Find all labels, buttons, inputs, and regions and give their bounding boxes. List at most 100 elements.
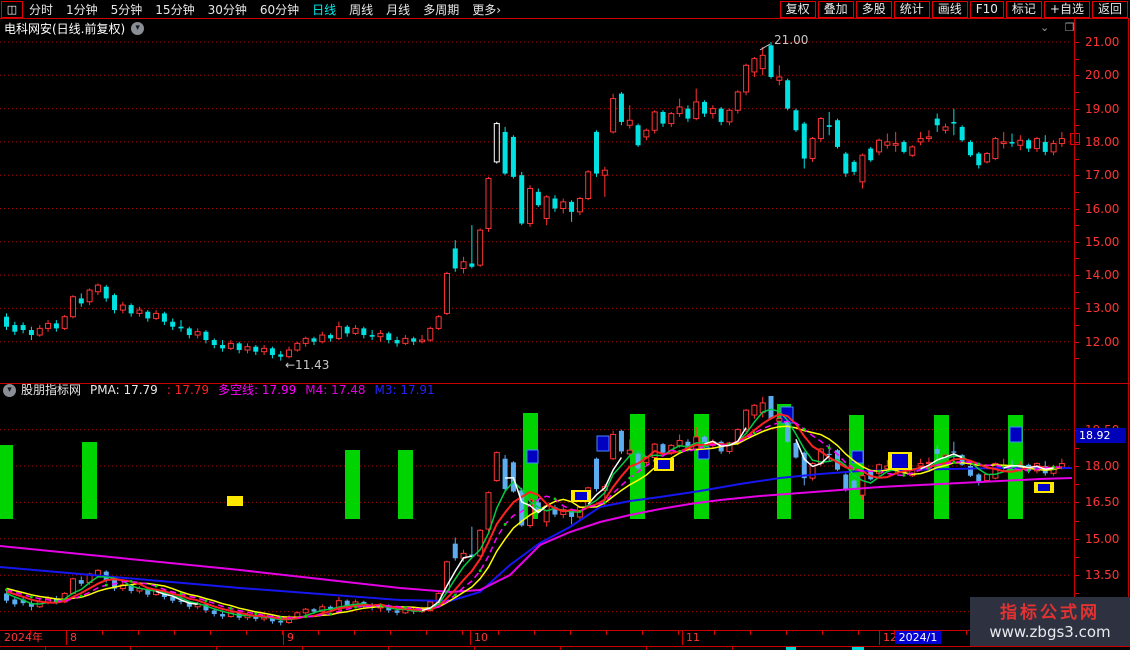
week-tick xyxy=(66,631,67,635)
toolbar-button-F10[interactable]: F10 xyxy=(969,0,1004,18)
top-toolbar: ◫ 分时 1分钟 5分钟 15分钟 30分钟 60分钟 日线 周线 月线 多周期 更多› 复权 叠加多… xyxy=(0,0,1130,19)
week-tick xyxy=(318,631,319,635)
indicator-chart[interactable] xyxy=(0,396,1075,630)
indicator-header: ▾ 股朋指标网 PMA: 17.79 : 17.79 多空线: 17.99 M4… xyxy=(0,383,1070,397)
toolbar-button-+自选[interactable]: +自选 xyxy=(1043,0,1090,18)
week-tick xyxy=(606,631,607,635)
period-item-1分钟[interactable]: 1分钟 xyxy=(66,2,98,17)
axis-tick xyxy=(1075,225,1079,227)
axis-tick xyxy=(1075,108,1079,110)
week-tick xyxy=(966,631,967,635)
window-split-button[interactable]: ◫ xyxy=(1,0,23,18)
week-tick xyxy=(786,631,787,635)
axis-tick xyxy=(1075,141,1079,143)
toolbar-button-标记[interactable]: 标记 xyxy=(1005,0,1042,18)
week-tick xyxy=(642,631,643,635)
period-item-周线[interactable]: 周线 xyxy=(349,2,374,17)
date-label-12: 12 xyxy=(883,631,897,644)
toolbar-button-复权[interactable]: 复权 xyxy=(779,0,816,18)
bottom-clipped-strip xyxy=(0,647,1130,650)
current-date-highlight: 2024/1 xyxy=(895,631,941,644)
date-label-2024年: 2024年 xyxy=(4,631,43,644)
clipped-tab-fragment xyxy=(852,647,864,650)
week-tick xyxy=(210,631,211,635)
main-axis-label: 16.00 xyxy=(1085,201,1120,216)
toolbar-button-叠加[interactable]: 叠加 xyxy=(817,0,854,18)
axis-tick xyxy=(1075,557,1079,558)
main-axis-label: 14.00 xyxy=(1085,268,1120,283)
axis-tick xyxy=(1075,208,1079,210)
date-axis-bottom-line xyxy=(0,646,1130,647)
toolbar-button-返回[interactable]: 返回 xyxy=(1091,0,1128,18)
chevron-down-icon[interactable]: ▾ xyxy=(131,22,145,35)
clipped-divider xyxy=(732,647,733,650)
date-label-10: 10 xyxy=(474,631,488,644)
candles-layer xyxy=(4,42,1065,361)
axis-tick xyxy=(1075,484,1079,486)
week-tick xyxy=(462,631,463,635)
main-axis-label: 15.00 xyxy=(1085,234,1120,249)
indicator-source-label: 股朋指标网 xyxy=(21,383,82,397)
clipped-tab-fragment xyxy=(786,647,796,650)
period-item-分时[interactable]: 分时 xyxy=(29,2,54,17)
main-axis-label: 13.00 xyxy=(1085,301,1120,316)
week-tick xyxy=(174,631,175,635)
period-item-月线[interactable]: 月线 xyxy=(386,2,411,17)
axis-tick xyxy=(1075,275,1079,277)
axis-tick xyxy=(1075,538,1079,540)
axis-tick xyxy=(1075,325,1079,327)
main-candlestick-chart[interactable] xyxy=(0,38,1075,383)
sub-axis-label: 15.00 xyxy=(1085,531,1120,546)
axis-tick xyxy=(1075,191,1079,193)
axis-divider-line xyxy=(1074,19,1075,646)
main-axis-label: 21.00 xyxy=(1085,35,1120,49)
axis-tick xyxy=(1075,175,1079,177)
clipped-divider xyxy=(646,647,647,650)
week-tick xyxy=(138,631,139,635)
clipped-divider xyxy=(388,647,389,650)
axis-tick xyxy=(1075,42,1079,43)
toolbar-button-画线[interactable]: 画线 xyxy=(931,0,968,18)
period-item-更多›[interactable]: 更多› xyxy=(472,2,502,17)
axis-tick xyxy=(1075,158,1079,160)
week-tick xyxy=(858,631,859,635)
period-item-30分钟[interactable]: 30分钟 xyxy=(207,2,247,17)
toolbar-button-统计[interactable]: 统计 xyxy=(893,0,930,18)
axis-tick xyxy=(1075,241,1079,243)
axis-tick xyxy=(1075,258,1079,260)
axis-tick xyxy=(1075,125,1079,127)
period-item-5分钟[interactable]: 5分钟 xyxy=(110,2,143,17)
axis-tick xyxy=(1075,466,1079,467)
clipped-divider xyxy=(302,647,303,650)
panel-corner-icons[interactable]: ⌄ ❐ xyxy=(1040,21,1081,34)
main-axis-label: 18.00 xyxy=(1085,134,1120,149)
period-item-日线[interactable]: 日线 xyxy=(312,2,337,17)
period-item-多周期[interactable]: 多周期 xyxy=(423,2,460,17)
month-separator xyxy=(879,631,880,645)
week-tick xyxy=(390,631,391,635)
pma-value: : 17.79 xyxy=(166,383,210,397)
period-item-60分钟[interactable]: 60分钟 xyxy=(259,2,300,17)
month-separator xyxy=(283,631,284,645)
action-toolbar: 复权 叠加 多股 统计 画线 F10 标记 +自选 返回 xyxy=(778,0,1128,18)
watermark-title: 指标公式网 xyxy=(1000,602,1100,623)
toolbar-button-多股[interactable]: 多股 xyxy=(855,0,892,18)
indicator-collapse-icon[interactable]: ▾ xyxy=(3,383,16,397)
axis-tick xyxy=(1075,447,1079,449)
period-item-15分钟[interactable]: 15分钟 xyxy=(155,2,195,17)
stock-title: 电科网安(日线.前复权) xyxy=(4,22,126,36)
week-tick xyxy=(678,631,679,635)
week-tick xyxy=(570,631,571,635)
date-label-11: 11 xyxy=(686,631,700,644)
watermark-url: www.zbgs3.com xyxy=(989,622,1111,641)
sub-axis-label: 16.50 xyxy=(1085,495,1120,510)
date-axis-top-line xyxy=(0,630,1130,631)
axis-tick xyxy=(1075,358,1079,360)
axis-tick xyxy=(1075,575,1079,577)
pma-label: PMA: 17.79 xyxy=(90,383,158,397)
week-tick xyxy=(246,631,247,635)
indicator-last-value-tag: 18.92 xyxy=(1076,428,1126,443)
week-tick xyxy=(714,631,715,635)
panel-separator-line xyxy=(0,383,1130,384)
